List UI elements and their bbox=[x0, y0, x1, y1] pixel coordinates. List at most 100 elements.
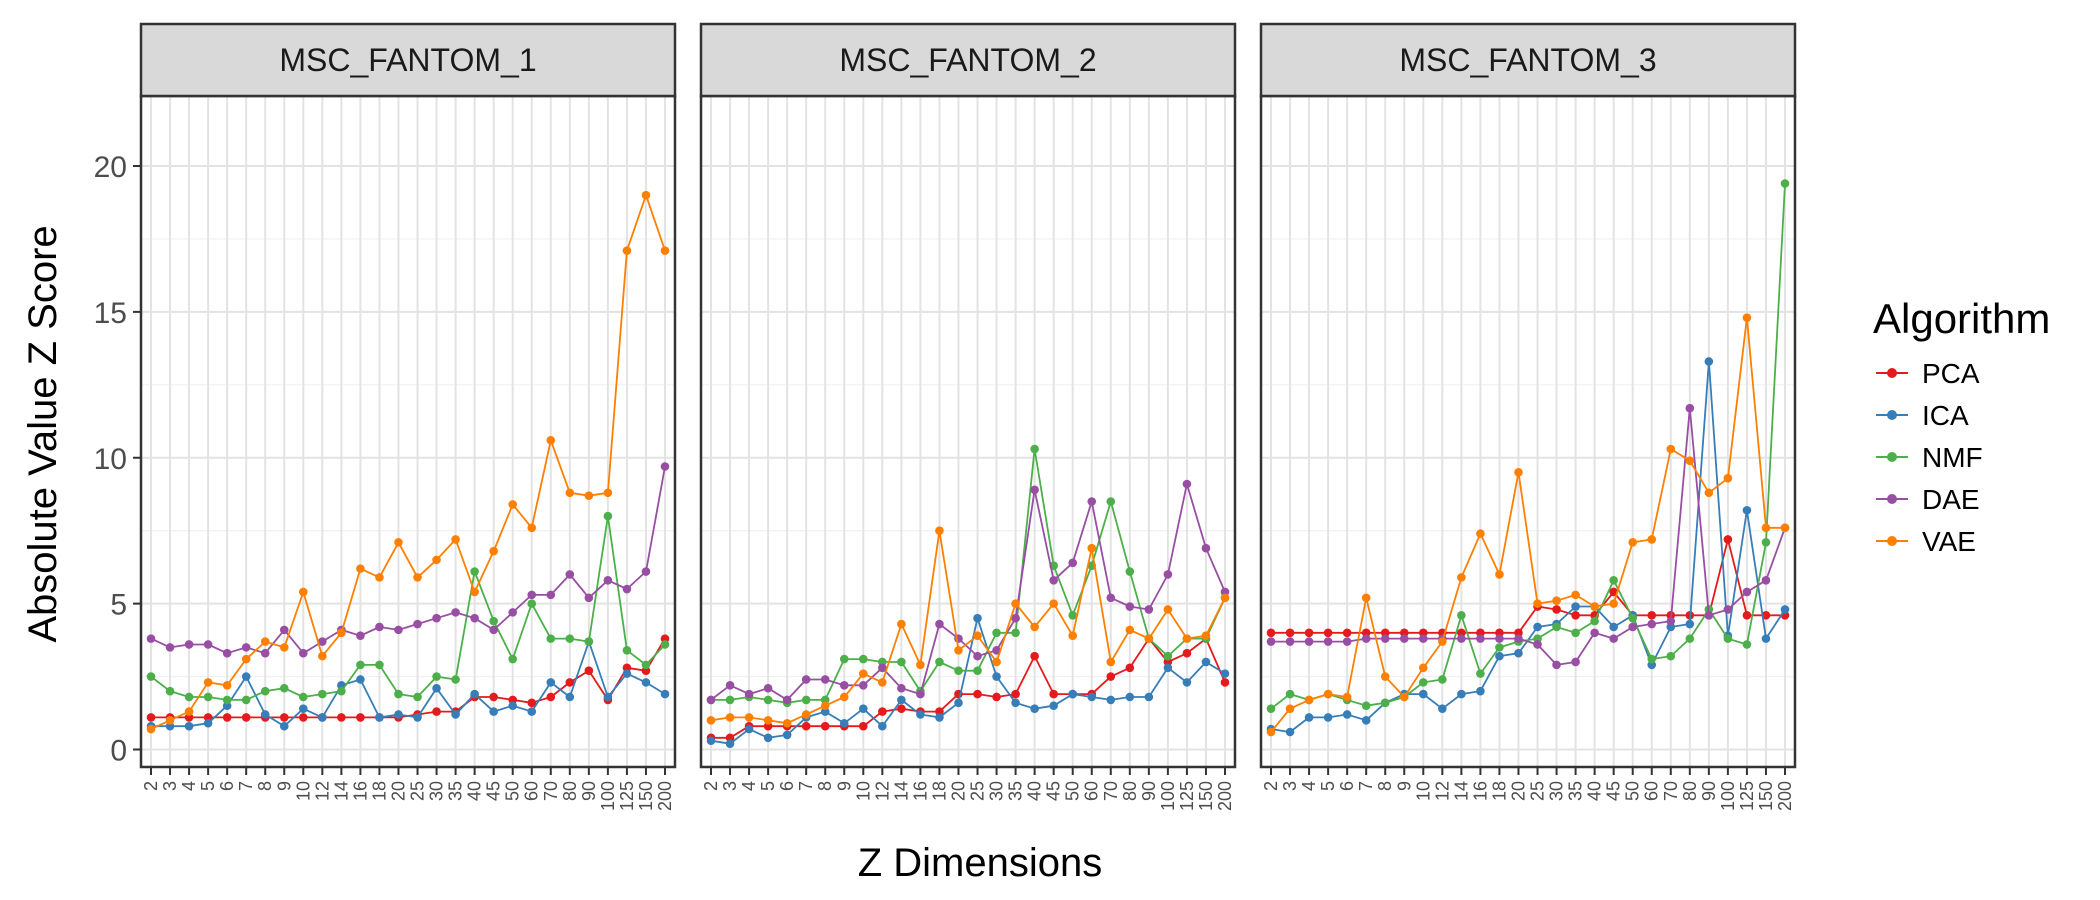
data-point-ica bbox=[1476, 686, 1485, 696]
series-line-ica bbox=[151, 640, 666, 728]
data-point-nmf bbox=[1106, 497, 1116, 506]
data-point-vae bbox=[935, 526, 944, 535]
data-point-dae bbox=[584, 593, 594, 603]
data-point-dae bbox=[241, 643, 251, 652]
legend-key-point bbox=[1887, 494, 1897, 504]
series-line-nmf bbox=[711, 448, 1226, 704]
x-tick-label: 14 bbox=[891, 781, 911, 801]
x-tick-label: 200 bbox=[1775, 781, 1795, 811]
panels-layer: MSC_FANTOM_12 3 4 5 6 7 8 9 10 12 14 16 18 20 25 30 35 40… bbox=[94, 22, 1797, 811]
data-point-dae bbox=[1666, 616, 1676, 626]
data-point-nmf bbox=[298, 692, 308, 702]
data-point-vae bbox=[622, 246, 632, 255]
data-point-vae bbox=[337, 628, 346, 638]
x-tick-label: 10 bbox=[853, 781, 873, 801]
data-point-dae bbox=[260, 648, 270, 658]
x-tick-label: 6 bbox=[777, 781, 797, 791]
data-point-dae bbox=[1361, 634, 1371, 643]
data-point-ica bbox=[1514, 648, 1523, 658]
data-point-dae bbox=[1049, 575, 1058, 585]
data-point-dae bbox=[992, 646, 1001, 655]
data-point-ica bbox=[1163, 663, 1173, 673]
x-tick-label: 9 bbox=[834, 781, 854, 791]
data-point-nmf bbox=[660, 640, 670, 649]
x-tick-label: 60 bbox=[1082, 781, 1102, 801]
data-point-ica bbox=[1342, 710, 1352, 719]
data-point-pca bbox=[279, 713, 289, 722]
panel-3: MSC_FANTOM_32 3 4 5 6 7 8 9 10 12 14 16 18 20 25 30 35 40… bbox=[1259, 22, 1797, 811]
data-point-dae bbox=[1418, 634, 1428, 643]
x-tick-label: 80 bbox=[1680, 781, 1700, 801]
y-tick-label: 5 bbox=[110, 589, 127, 622]
data-point-dae bbox=[820, 675, 830, 684]
data-point-vae bbox=[1201, 631, 1211, 641]
data-point-ica bbox=[954, 698, 963, 708]
data-point-vae bbox=[298, 587, 308, 597]
data-point-ica bbox=[432, 683, 441, 693]
x-tick-label: 16 bbox=[910, 781, 930, 801]
data-point-dae bbox=[146, 634, 156, 643]
strip-background bbox=[1259, 22, 1797, 98]
data-point-pca bbox=[222, 713, 232, 722]
data-point-dae bbox=[279, 625, 289, 635]
data-point-vae bbox=[451, 535, 460, 544]
data-point-nmf bbox=[1742, 640, 1752, 649]
data-point-vae bbox=[1571, 590, 1580, 600]
y-axis: 0 5 10 15 20 bbox=[94, 151, 141, 767]
data-point-ica bbox=[935, 713, 944, 722]
data-point-nmf bbox=[1030, 444, 1039, 454]
data-point-vae bbox=[992, 657, 1001, 667]
data-point-pca bbox=[1647, 610, 1657, 620]
data-point-nmf bbox=[451, 675, 460, 684]
data-point-vae bbox=[1220, 593, 1230, 603]
data-point-nmf bbox=[954, 666, 963, 676]
data-point-vae bbox=[1030, 622, 1039, 632]
data-point-dae bbox=[356, 631, 365, 641]
data-point-vae bbox=[318, 651, 327, 661]
x-tick-label: 6 bbox=[217, 781, 237, 791]
data-point-ica bbox=[603, 692, 613, 702]
legend-item-vae: VAE bbox=[1876, 526, 1976, 557]
legend-key-point bbox=[1887, 536, 1897, 546]
data-point-vae bbox=[1628, 538, 1638, 547]
data-point-vae bbox=[878, 678, 887, 687]
x-tick-label: 150 bbox=[1756, 781, 1776, 811]
data-point-pca bbox=[897, 704, 906, 713]
x-tick-label: 50 bbox=[1623, 781, 1643, 801]
x-tick-label: 8 bbox=[1375, 781, 1395, 791]
data-point-vae bbox=[954, 646, 963, 655]
data-point-dae bbox=[1476, 634, 1485, 643]
x-tick-label: 90 bbox=[1139, 781, 1159, 801]
data-point-pca bbox=[1571, 610, 1580, 620]
data-point-dae bbox=[1125, 602, 1135, 611]
data-point-vae bbox=[1457, 573, 1466, 582]
x-tick-label: 2 bbox=[141, 781, 161, 791]
data-point-pca bbox=[878, 707, 887, 716]
data-point-vae bbox=[1011, 599, 1020, 608]
legend-item-ica: ICA bbox=[1876, 400, 1969, 431]
data-point-dae bbox=[184, 640, 194, 649]
x-tick-label: 80 bbox=[1120, 781, 1140, 801]
panel-2: MSC_FANTOM_22 3 4 5 6 7 8 9 10 12 14 16 18 20 25 30 35 40… bbox=[699, 22, 1237, 811]
panel-background bbox=[141, 96, 675, 767]
data-point-dae bbox=[394, 625, 403, 635]
data-point-vae bbox=[973, 631, 982, 641]
data-point-vae bbox=[1742, 313, 1752, 323]
data-point-ica bbox=[973, 613, 982, 623]
x-tick-label: 3 bbox=[720, 781, 740, 791]
data-point-ica bbox=[470, 689, 479, 699]
x-tick-label: 60 bbox=[522, 781, 542, 801]
data-point-ica bbox=[660, 689, 670, 699]
data-point-ica bbox=[1609, 622, 1618, 632]
data-point-pca bbox=[1342, 628, 1352, 638]
x-tick-label: 45 bbox=[1044, 781, 1064, 801]
data-point-dae bbox=[916, 689, 925, 699]
data-point-dae bbox=[641, 567, 651, 576]
x-tick-label: 14 bbox=[1451, 781, 1471, 801]
data-point-vae bbox=[782, 718, 792, 728]
x-tick-label: 4 bbox=[739, 781, 759, 791]
x-tick-label: 30 bbox=[427, 781, 447, 801]
data-point-nmf bbox=[222, 695, 232, 705]
data-point-pca bbox=[1761, 610, 1771, 620]
